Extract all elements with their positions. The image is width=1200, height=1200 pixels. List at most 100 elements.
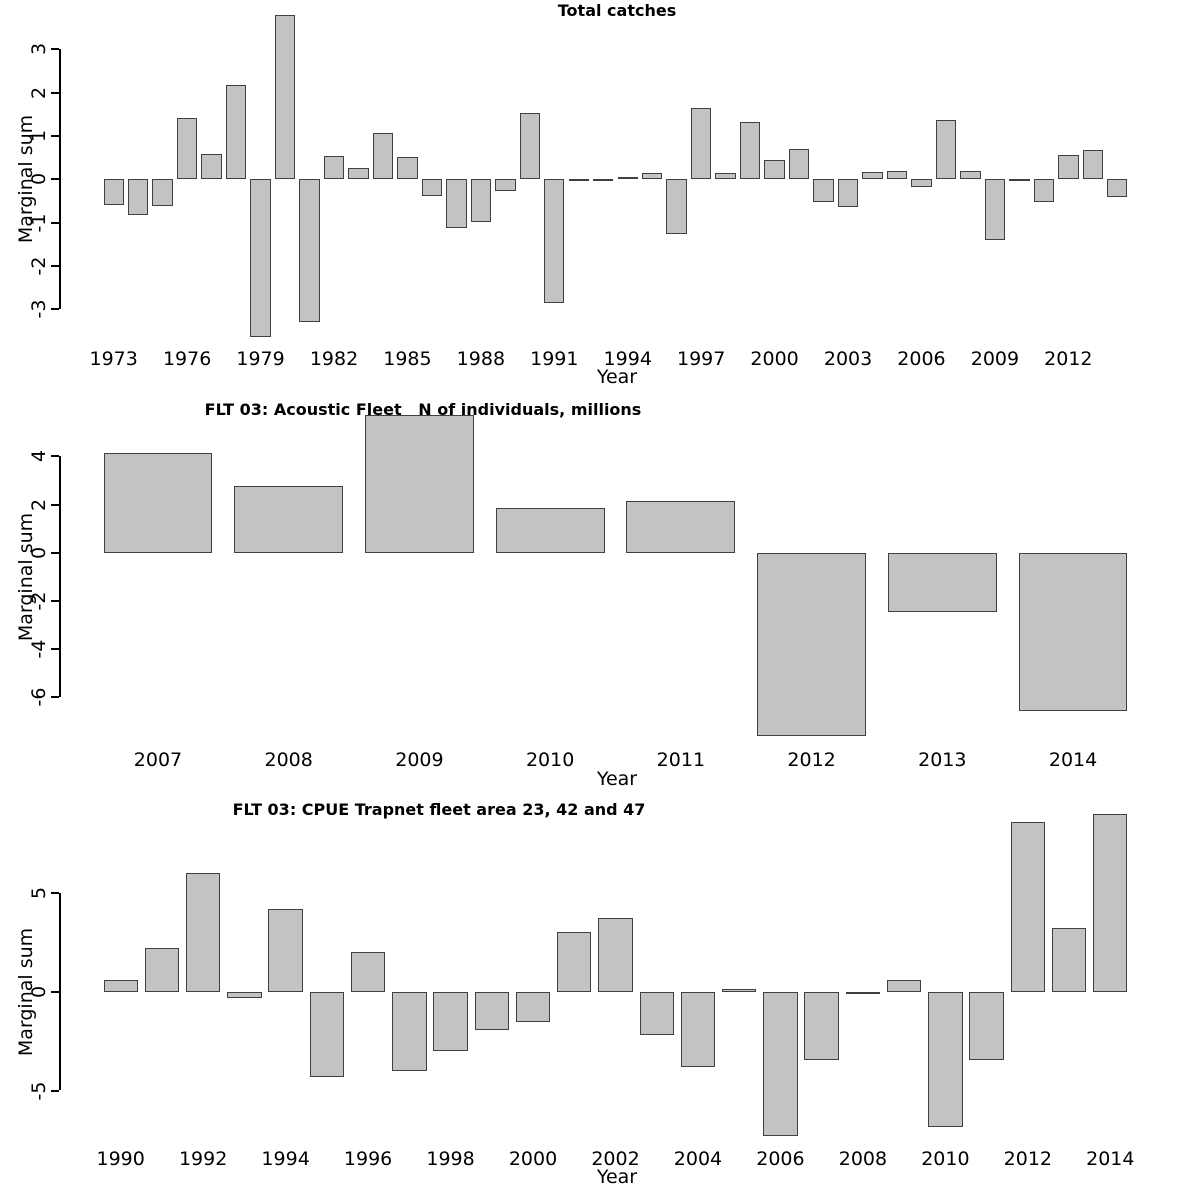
y-axis-tick [51,178,59,181]
bar-1991 [144,948,180,992]
bar-1997 [392,991,427,1071]
bar-1990 [519,113,541,180]
bar-1992 [568,179,589,182]
bar-1998 [715,172,736,180]
x-axis-title: Year [596,365,638,388]
x-tick-label: 1985 [383,347,432,370]
x-tick-label: 2012 [787,748,836,771]
y-axis-tick [51,221,59,224]
x-tick-label: 2000 [508,1147,558,1170]
y-axis-tick [51,308,59,311]
bar-2011 [626,500,736,553]
x-tick-label: 1979 [236,347,285,370]
bar-2010 [495,507,605,553]
y-tick-label: 5 [28,887,50,900]
bar-2004 [862,171,883,180]
bar-2000 [515,991,551,1023]
x-tick-label: 2014 [1048,748,1098,771]
bar-2012 [1058,155,1079,180]
bar-1977 [201,154,222,180]
y-axis-tick [51,648,59,651]
bar-1974 [127,179,149,215]
bar-2005 [886,171,908,180]
bar-1984 [372,132,394,180]
x-tick-label: 2012 [1003,1147,1053,1170]
bar-2011 [969,991,1004,1060]
bar-2012 [1010,822,1046,992]
bar-2003 [837,179,859,208]
x-tick-label: 2009 [970,347,1020,370]
bar-1986 [421,179,443,197]
bar-1989 [495,179,516,191]
bar-2009 [886,979,922,992]
x-tick-label: 2000 [750,347,799,370]
y-tick-label: -4 [28,639,50,659]
bar-1988 [470,179,492,222]
chart-title: Total catches [557,1,677,20]
bar-2005 [722,988,757,992]
x-tick-label: 2009 [395,748,444,771]
bar-2010 [928,991,963,1128]
x-tick-label: 1991 [530,347,579,370]
x-tick-label: 2006 [756,1147,805,1170]
x-tick-label: 2013 [918,748,967,771]
bar-2009 [984,179,1006,240]
bar-2006 [911,179,932,188]
bar-1987 [446,179,467,229]
bar-2013 [1082,149,1103,180]
bar-1979 [250,179,271,338]
bar-2013 [1051,927,1087,992]
x-tick-label: 1994 [261,1147,310,1170]
y-axis-tick [51,455,59,458]
chart-title: FLT 03: Acoustic Fleet N of individuals,… [204,400,642,419]
y-axis-tick [51,696,59,699]
y-axis-tick [51,134,59,137]
bar-1980 [274,14,296,180]
y-axis-tick [51,600,59,602]
bar-1990 [103,979,138,992]
bar-2012 [757,552,867,736]
x-axis-title: Year [596,1166,638,1188]
bar-2003 [639,991,674,1036]
bar-1999 [474,991,509,1031]
x-tick-label: 2011 [656,748,706,771]
x-tick-label: 1990 [96,1147,145,1170]
bar-1993 [593,179,614,182]
bar-2010 [1009,179,1030,182]
bar-1999 [739,122,761,180]
x-tick-label: 2008 [838,1147,888,1170]
x-tick-label: 1994 [603,347,652,370]
y-tick-label: 2 [28,498,50,511]
bar-2001 [788,148,810,180]
x-tick-label: 1998 [426,1147,475,1170]
bar-1996 [350,952,386,992]
x-tick-label: 2006 [897,347,946,370]
y-tick-label: -3 [28,299,50,319]
x-tick-label: 2010 [921,1147,970,1170]
bar-2009 [364,415,474,553]
y-axis-tick [51,990,59,993]
y-axis-tick [51,91,59,94]
x-tick-label: 2004 [673,1147,723,1170]
bar-2008 [845,991,881,994]
x-tick-label: 2002 [591,1147,640,1170]
y-tick-label: 4 [28,450,50,463]
bar-1995 [642,172,663,180]
bar-1995 [309,991,345,1077]
bar-1998 [433,991,468,1052]
bar-2002 [813,179,834,203]
x-tick-label: 1976 [162,347,212,370]
bar-1996 [666,179,687,234]
bar-1975 [152,179,173,207]
bar-2014 [1018,552,1128,711]
bar-2001 [557,931,592,992]
bar-2014 [1107,179,1128,198]
bar-2006 [763,991,798,1136]
y-axis-tick [51,503,59,506]
y-axis-title: Marginal sum [15,115,37,244]
bar-1976 [176,117,198,180]
y-tick-label: 3 [28,43,50,56]
y-axis-title: Marginal sum [15,927,37,1056]
y-axis-tick [51,264,59,267]
x-tick-label: 2003 [823,347,873,370]
